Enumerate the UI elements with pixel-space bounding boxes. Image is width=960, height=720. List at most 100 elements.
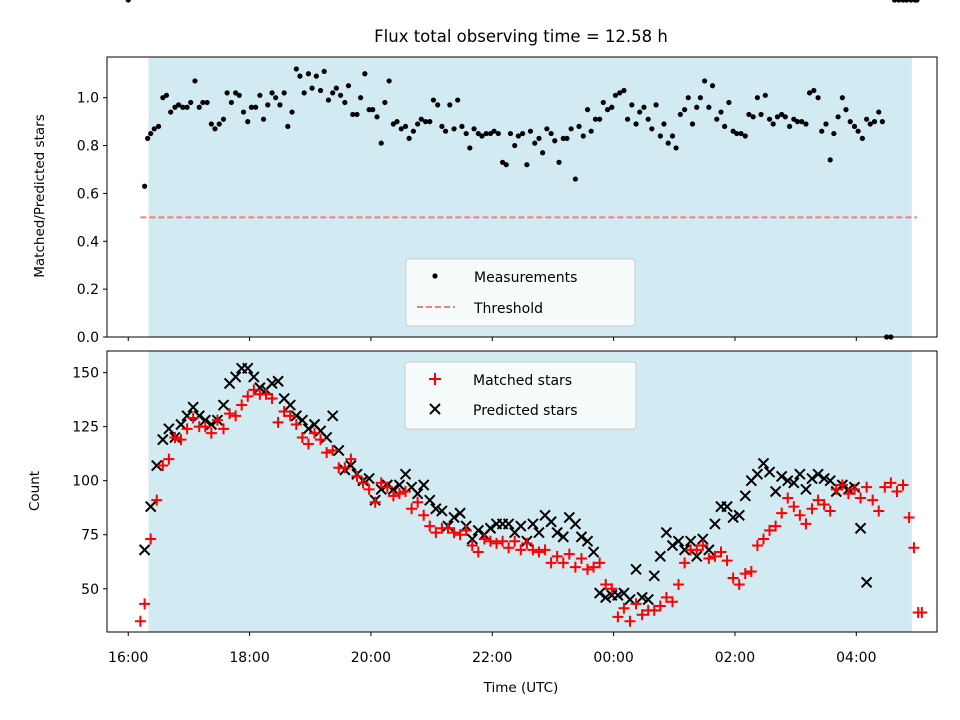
matched-star-point [466, 540, 478, 552]
matched-star-point [630, 598, 642, 610]
matched-star-point [770, 520, 782, 532]
matched-star-point [733, 578, 745, 590]
matched-star-point [181, 423, 193, 435]
matched-star-point [569, 561, 581, 573]
matched-star-point [175, 434, 187, 446]
matched-star-point [357, 477, 369, 489]
matched-star-point [497, 535, 509, 547]
measurement-point [366, 107, 372, 113]
y-tick-label: 0.0 [77, 330, 99, 346]
measurement-point [330, 90, 336, 96]
measurement-point [224, 90, 230, 96]
predicted-star-point [484, 522, 497, 534]
measurement-point [269, 90, 275, 96]
measurement-point [766, 116, 773, 122]
matched-star-point [296, 431, 308, 443]
matched-star-point [327, 444, 339, 456]
matched-star-point [812, 494, 824, 506]
measurement-point [552, 138, 558, 144]
matched-star-point [339, 462, 351, 474]
measurement-point [685, 95, 691, 101]
predicted-star-point [733, 509, 745, 521]
measurement-point [236, 92, 242, 98]
measurement-point [168, 109, 174, 115]
measurement-point [859, 135, 865, 141]
measurement-point [709, 83, 716, 89]
matched-star-point [751, 540, 763, 552]
measurement-point [831, 130, 837, 137]
matched-star-point [430, 527, 442, 539]
matched-star-point [491, 537, 503, 549]
x-tick-label: 00:00 [593, 650, 633, 666]
measurement-point [794, 119, 801, 125]
predicted-star-point [612, 589, 624, 601]
matched-legend-marker [429, 373, 441, 385]
matched-star-point [903, 511, 915, 523]
matched-star-point [830, 483, 842, 495]
matched-star-point [842, 488, 854, 500]
predicted-star-point [648, 570, 660, 582]
matched-star-point [217, 423, 229, 435]
y-tick-label: 100 [72, 474, 99, 490]
x-tick-label: 18:00 [229, 650, 269, 666]
predicted-star-point [794, 468, 806, 480]
predicted-star-points [138, 362, 873, 606]
predicted-star-point [533, 526, 545, 539]
measurement-point [706, 104, 712, 110]
measurement-point [447, 102, 453, 108]
measurement-point [782, 114, 788, 120]
predicted-star-point [193, 410, 205, 422]
measurement-point [786, 123, 793, 130]
measurement-point [362, 71, 368, 77]
matched-star-point [472, 546, 484, 558]
bottom-axes: 50 75 100 125 150 16:00 18:00 20:00 22:00 00:00 02… [72, 350, 938, 666]
predicted-star-point [684, 535, 697, 547]
measurement-point [253, 104, 259, 110]
matched-star-point [400, 486, 412, 497]
predicted-star-point [642, 593, 654, 606]
predicted-star-point [666, 539, 679, 552]
matched-star-point [460, 524, 472, 536]
matched-star-point [891, 486, 903, 497]
predicted-star-point [242, 362, 254, 374]
predicted-star-point [418, 479, 430, 491]
measurement-point [843, 107, 849, 113]
matched-star-point [424, 520, 436, 532]
predicted-star-point [424, 494, 436, 506]
matched-star-point [582, 563, 594, 575]
measurement-point [544, 126, 550, 132]
x-tick-label: 20:00 [351, 650, 391, 666]
matched-star-point [697, 540, 709, 552]
x-tick-label: 22:00 [472, 650, 512, 666]
matched-star-point [916, 607, 928, 619]
measurement-point [430, 97, 437, 103]
measurement-point [665, 140, 671, 146]
measurement-point [204, 99, 210, 106]
predicted-star-point [545, 516, 557, 528]
measurement-points [125, 0, 920, 340]
predicted-star-point [181, 410, 193, 422]
measurement-point [540, 150, 546, 156]
measurement-point [588, 128, 594, 134]
predicted-star-point [138, 544, 151, 556]
matched-star-point [679, 557, 691, 569]
measurement-point [673, 145, 679, 151]
matched-star-point [134, 615, 146, 627]
measurement-point [876, 109, 882, 115]
predicted-star-point [163, 423, 175, 435]
measurement-point [524, 162, 530, 168]
measurement-point [612, 92, 619, 98]
measurement-point [265, 102, 271, 108]
measurement-point [633, 121, 639, 127]
measurement-point [145, 135, 151, 141]
matched-star-point [412, 496, 424, 508]
predicted-star-point [739, 490, 751, 502]
measurement-point [738, 130, 744, 137]
predicted-star-point [144, 500, 157, 513]
measurement-point [774, 114, 781, 120]
predicted-star-point [151, 459, 163, 472]
matched-star-point [515, 544, 527, 556]
matched-star-point [393, 488, 405, 500]
predicted-star-point [472, 524, 485, 537]
